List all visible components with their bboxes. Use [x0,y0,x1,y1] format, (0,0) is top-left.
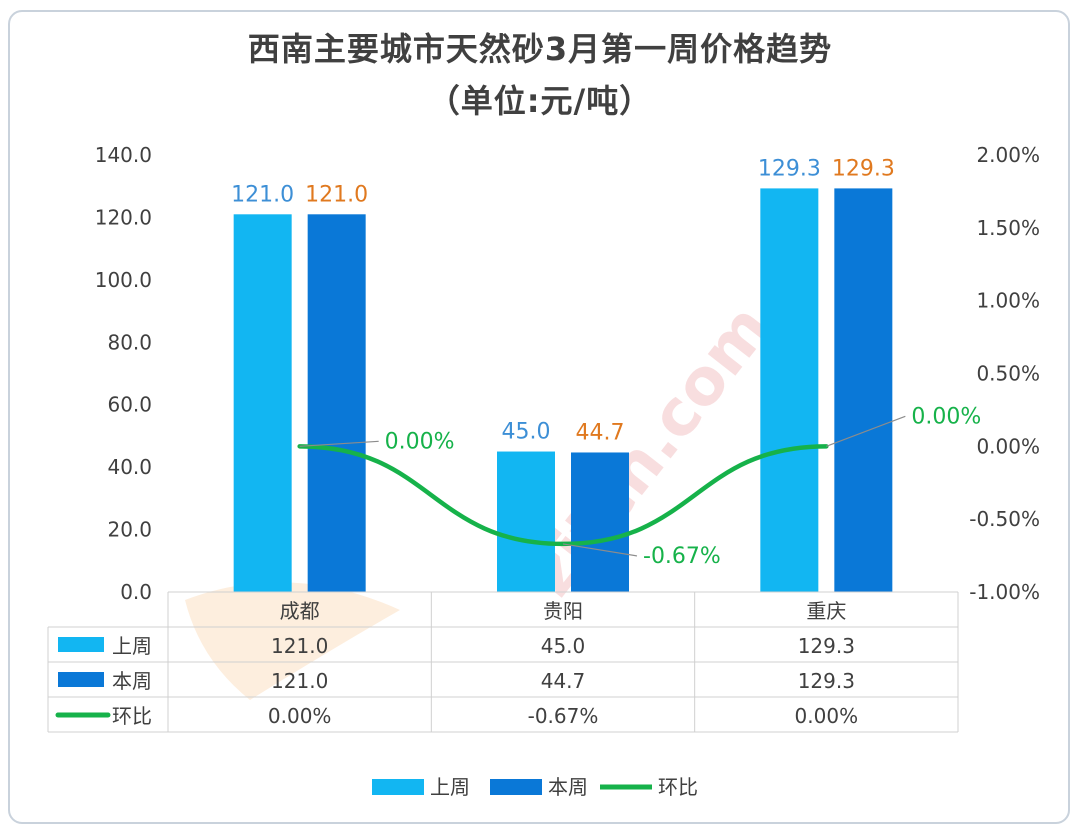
y-left-tick-label: 0.0 [120,580,152,604]
table-legend-key-本周 [58,672,104,687]
watermark-logo-shape [185,582,400,700]
line-data-label: 0.00% [385,429,455,454]
y-left-tick-label: 40.0 [107,455,152,479]
bar-data-label: 129.3 [832,156,895,181]
line-data-label: 0.00% [911,404,981,429]
table-cell: -0.67% [528,704,599,728]
line-label-leader [299,440,379,447]
table-legend-key-上周 [58,637,104,652]
bar-本周 [571,452,629,592]
table-series-name: 本周 [112,669,152,693]
legend-label-本周: 本周 [548,775,588,799]
bar-data-label: 45.0 [502,420,551,445]
bar-本周 [834,188,893,592]
y-left-tick-label: 20.0 [107,518,152,542]
table-cell: 45.0 [541,634,586,658]
y-left-tick-label: 100.0 [95,268,152,292]
bar-data-label: 44.7 [576,420,625,445]
bar-本周 [307,214,366,593]
y-right-tick-label: 0.50% [976,362,1040,386]
bar-上周 [233,214,292,593]
chart-frame [8,10,1070,824]
table-cell: 129.3 [798,634,855,658]
chart-title: 西南主要城市天然砂3月第一周价格趋势 [247,30,833,68]
table-cell: 121.0 [271,669,328,693]
legend-label-上周: 上周 [430,775,470,799]
y-right-tick-label: 0.00% [976,434,1040,458]
table-cell: 44.7 [541,669,586,693]
y-right-tick-label: 2.00% [976,143,1040,167]
table-category-label: 成都 [280,599,320,623]
table-cell: 129.3 [798,669,855,693]
line-data-label: -0.67% [643,544,721,569]
table-series-name: 环比 [112,704,152,728]
table-cell: 121.0 [271,634,328,658]
table-category-label: 贵阳 [543,599,583,623]
y-left-tick-label: 140.0 [95,143,152,167]
legend-label-环比: 环比 [658,775,698,799]
bar-data-label: 129.3 [758,156,821,181]
bar-上周 [497,451,555,592]
bar-data-label: 121.0 [305,182,368,207]
y-right-tick-label: 1.00% [976,289,1040,313]
line-label-leader [562,543,638,557]
chart-subtitle: （单位:元/吨） [427,82,653,120]
bar-data-label: 121.0 [231,182,294,207]
y-right-tick-label: -1.00% [969,580,1040,604]
table-cell: 0.00% [795,704,859,728]
legend-key-上周 [372,779,424,795]
table-category-label: 重庆 [806,599,846,623]
y-right-tick-label: 1.50% [976,216,1040,240]
table-cell: 0.00% [268,704,332,728]
y-left-tick-label: 80.0 [107,330,152,354]
y-left-tick-label: 120.0 [95,205,152,229]
table-series-name: 上周 [112,634,152,658]
line-label-leader [826,415,906,447]
y-right-tick-label: -0.50% [969,507,1040,531]
legend-key-本周 [490,779,542,795]
bar-上周 [760,188,819,592]
y-left-tick-label: 60.0 [107,393,152,417]
